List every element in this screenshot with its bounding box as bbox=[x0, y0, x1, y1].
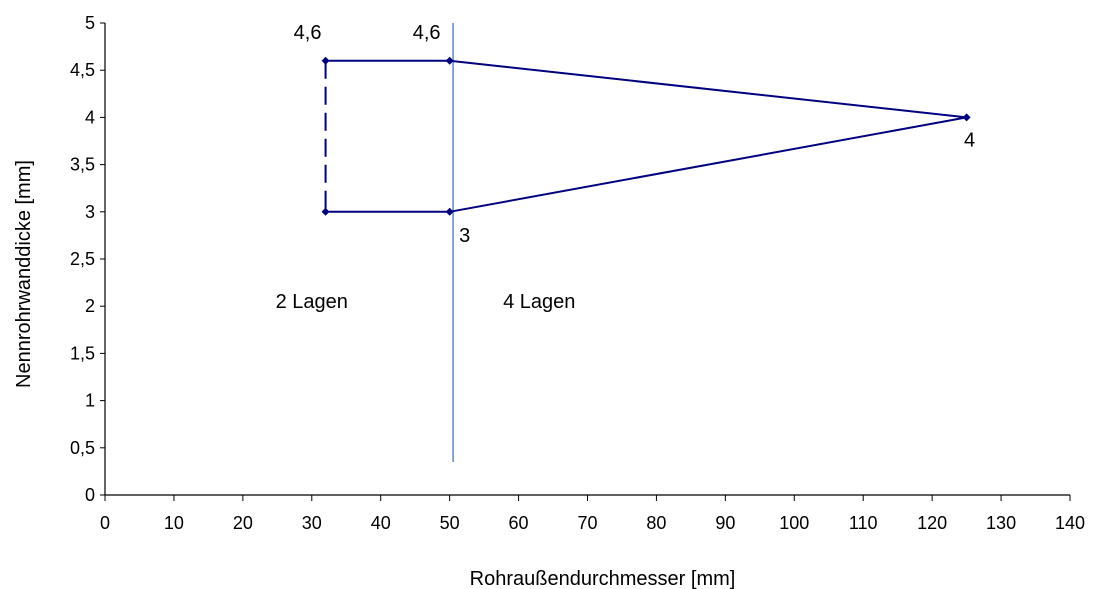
region-label: 2 Lagen bbox=[276, 291, 348, 313]
x-tick-label: 60 bbox=[509, 513, 529, 533]
y-tick-label: 3,5 bbox=[70, 155, 95, 175]
region-label: 4 Lagen bbox=[503, 291, 575, 313]
data-label: 3 bbox=[459, 225, 470, 247]
y-tick-label: 5 bbox=[85, 13, 95, 33]
x-tick-label: 30 bbox=[302, 513, 322, 533]
x-tick-label: 20 bbox=[233, 513, 253, 533]
y-tick-label: 2 bbox=[85, 296, 95, 316]
y-axis-ticks: 0 0,5 1 1,5 2 2,5 3 3,5 4 4,5 5 bbox=[70, 13, 105, 505]
x-tick-label: 90 bbox=[715, 513, 735, 533]
x-tick-label: 10 bbox=[164, 513, 184, 533]
x-tick-label: 120 bbox=[917, 513, 947, 533]
x-tick-label: 70 bbox=[577, 513, 597, 533]
plot-area bbox=[321, 23, 971, 462]
x-tick-label: 40 bbox=[371, 513, 391, 533]
data-label: 4,6 bbox=[413, 22, 441, 44]
x-tick-label: 50 bbox=[440, 513, 460, 533]
data-point-marker bbox=[321, 207, 330, 216]
x-tick-label: 0 bbox=[100, 513, 110, 533]
data-point-marker bbox=[962, 113, 971, 122]
annotations: 4,6 4,6 4 3 2 Lagen 4 Lagen bbox=[276, 22, 976, 313]
y-axis-title: Nennrohrwanddicke [mm] bbox=[13, 160, 35, 388]
x-tick-label: 140 bbox=[1055, 513, 1085, 533]
x-axis-title: Rohraußendurchmesser [mm] bbox=[470, 568, 736, 589]
y-tick-label: 1,5 bbox=[70, 343, 95, 363]
y-tick-label: 4 bbox=[85, 107, 95, 127]
data-point-marker bbox=[321, 56, 330, 65]
data-label: 4 bbox=[964, 129, 975, 151]
data-point-marker bbox=[445, 207, 454, 216]
x-tick-label: 110 bbox=[849, 513, 878, 533]
y-tick-label: 0,5 bbox=[70, 438, 95, 458]
series-line bbox=[325, 59, 967, 213]
data-label: 4,6 bbox=[294, 22, 322, 44]
y-tick-label: 4,5 bbox=[70, 60, 95, 80]
x-tick-label: 80 bbox=[646, 513, 666, 533]
x-axis-ticks: 0 10 20 30 40 50 60 70 80 90 100 110 120 130 140 bbox=[100, 495, 1085, 533]
y-tick-label: 1 bbox=[85, 391, 95, 411]
y-tick-label: 3 bbox=[85, 202, 95, 222]
x-tick-label: 100 bbox=[779, 513, 809, 533]
axes bbox=[104, 23, 1070, 496]
y-tick-label: 0 bbox=[85, 485, 95, 505]
y-tick-label: 2,5 bbox=[70, 249, 95, 269]
x-tick-label: 130 bbox=[986, 513, 1016, 533]
data-point-marker bbox=[445, 56, 454, 65]
